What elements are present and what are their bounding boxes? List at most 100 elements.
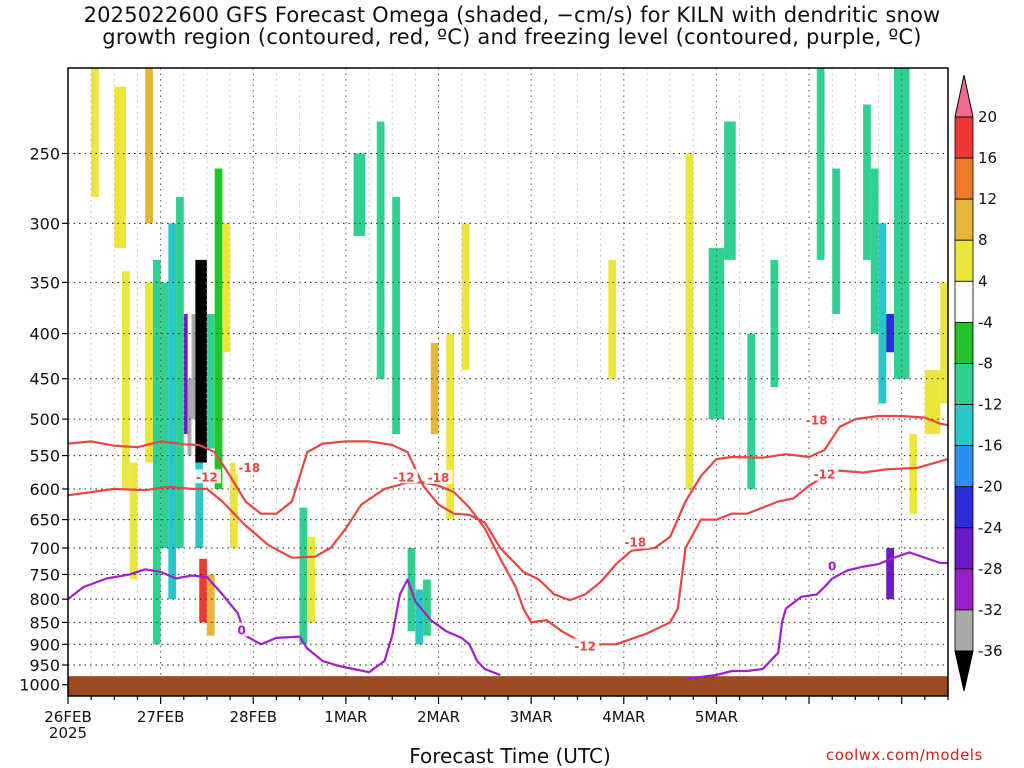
omega-cell bbox=[152, 259, 161, 645]
omega-cell bbox=[392, 196, 400, 435]
colorbar-label: -36 bbox=[978, 642, 1003, 660]
omega-cell bbox=[415, 589, 424, 645]
colorbar-segment bbox=[954, 239, 974, 282]
colorbar-label: 4 bbox=[978, 272, 988, 290]
dendritic-contour bbox=[67, 414, 949, 602]
omega-cell bbox=[145, 282, 153, 463]
freezing-level-contour bbox=[67, 568, 501, 677]
colorbar-segment bbox=[954, 157, 974, 200]
contour-label-bg bbox=[810, 466, 839, 481]
y-tick-label: 500 bbox=[29, 410, 60, 429]
credit-link[interactable]: coolwx.com/models bbox=[826, 746, 983, 764]
colorbar-label: -16 bbox=[978, 437, 1003, 455]
contour-label-bg bbox=[571, 638, 600, 653]
contour-label: -12 bbox=[574, 639, 596, 653]
colorbar-label: 8 bbox=[978, 231, 988, 249]
omega-cell bbox=[307, 536, 316, 623]
omega-cell bbox=[206, 313, 215, 449]
omega-cell bbox=[214, 168, 223, 489]
x-tick-label: 3MAR bbox=[510, 708, 553, 726]
omega-cell bbox=[708, 248, 725, 420]
omega-cell bbox=[199, 558, 207, 623]
omega-cell bbox=[832, 168, 840, 314]
colorbar-bottom-arrow bbox=[954, 650, 974, 692]
omega-cell bbox=[206, 574, 215, 636]
omega-cell bbox=[91, 68, 99, 197]
omega-cell bbox=[886, 548, 894, 600]
contour-label: -12 bbox=[814, 468, 836, 482]
omega-cell bbox=[195, 462, 204, 549]
omega-cell bbox=[376, 121, 385, 379]
y-tick-label: 450 bbox=[29, 370, 60, 389]
omega-cell bbox=[145, 68, 153, 224]
omega-cell bbox=[816, 68, 825, 260]
colorbar-label: 20 bbox=[978, 108, 997, 126]
omega-cell bbox=[863, 104, 871, 260]
y-axis-ticks: 250 300 350 400 450 500 550 600 650 700 750 800 850 9… bbox=[19, 144, 68, 695]
x-tick-label: 26FEB bbox=[44, 708, 91, 726]
omega-cell bbox=[183, 313, 188, 435]
y-tick-label: 400 bbox=[29, 325, 60, 344]
omega-cell bbox=[191, 313, 196, 420]
omega-cell bbox=[924, 370, 941, 435]
colorbar-segment bbox=[954, 321, 974, 364]
contour-label-bg bbox=[235, 622, 248, 637]
omega-cell bbox=[114, 86, 126, 249]
colorbar-segment bbox=[954, 116, 974, 159]
omega-cell bbox=[940, 282, 948, 404]
x-tick-label: 2MAR bbox=[417, 708, 460, 726]
y-tick-label: 800 bbox=[29, 590, 60, 609]
omega-cell bbox=[909, 434, 918, 514]
colorbar-label: -32 bbox=[978, 601, 1003, 619]
contour-label: -12 bbox=[393, 470, 415, 484]
omega-cell bbox=[430, 343, 439, 435]
contour-label-bg bbox=[424, 469, 453, 484]
colorbar-label: -24 bbox=[978, 519, 1003, 537]
omega-cell bbox=[176, 196, 184, 549]
omega-cell bbox=[187, 378, 192, 456]
contour-label: -18 bbox=[806, 414, 828, 428]
colorbar-segment bbox=[954, 568, 974, 611]
y-tick-label: 650 bbox=[29, 511, 60, 530]
colorbar: 20 16 12 8 4 -4 -8 -12 -16 -20 -24 -28 -32 -36 bbox=[954, 74, 1003, 692]
y-tick-label: 1000 bbox=[19, 676, 60, 695]
omega-cell bbox=[122, 271, 130, 489]
omega-cell bbox=[770, 259, 779, 388]
omega-cell bbox=[685, 153, 694, 489]
omega-cell bbox=[608, 259, 617, 379]
contour-label: -18 bbox=[625, 535, 647, 549]
y-tick-label: 300 bbox=[29, 214, 60, 233]
contour-label: -18 bbox=[239, 461, 261, 475]
chart-title-line-2: growth region (contoured, red, ºC) and f… bbox=[102, 25, 922, 49]
colorbar-label: 12 bbox=[978, 190, 997, 208]
omega-cell bbox=[230, 462, 238, 549]
y-tick-label: 600 bbox=[29, 480, 60, 499]
contour-label: -12 bbox=[196, 470, 218, 484]
colorbar-segment bbox=[954, 527, 974, 570]
colorbar-segment bbox=[954, 445, 974, 488]
colorbar-label: -20 bbox=[978, 478, 1003, 496]
colorbar-segment bbox=[954, 280, 974, 323]
omega-cell bbox=[870, 168, 879, 334]
contour-label-bg bbox=[235, 459, 264, 474]
colorbar-top-arrow bbox=[954, 74, 974, 118]
colorbar-label: -4 bbox=[978, 313, 993, 331]
colorbar-segment bbox=[954, 363, 974, 405]
colorbar-label: -8 bbox=[978, 354, 993, 372]
x-tick-label: 4MAR bbox=[602, 708, 645, 726]
colorbar-label: -28 bbox=[978, 560, 1003, 578]
omega-cell bbox=[747, 333, 756, 489]
omega-cell bbox=[222, 223, 231, 353]
contour-label: -18 bbox=[428, 471, 450, 485]
colorbar-label: -12 bbox=[978, 396, 1003, 414]
omega-cell bbox=[878, 223, 887, 404]
dendritic-contour bbox=[67, 458, 949, 646]
x-year-label: 2025 bbox=[49, 724, 87, 742]
colorbar-segment bbox=[954, 486, 974, 529]
contour-label: 0 bbox=[828, 560, 836, 574]
omega-cell bbox=[299, 507, 308, 645]
y-tick-label: 850 bbox=[29, 613, 60, 632]
y-tick-label: 250 bbox=[29, 144, 60, 163]
x-tick-label: 5MAR bbox=[695, 708, 738, 726]
